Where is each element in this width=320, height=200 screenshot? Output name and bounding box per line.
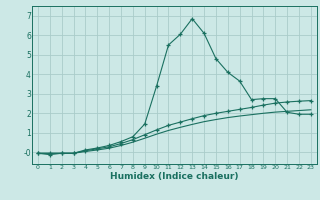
X-axis label: Humidex (Indice chaleur): Humidex (Indice chaleur) [110, 172, 239, 181]
